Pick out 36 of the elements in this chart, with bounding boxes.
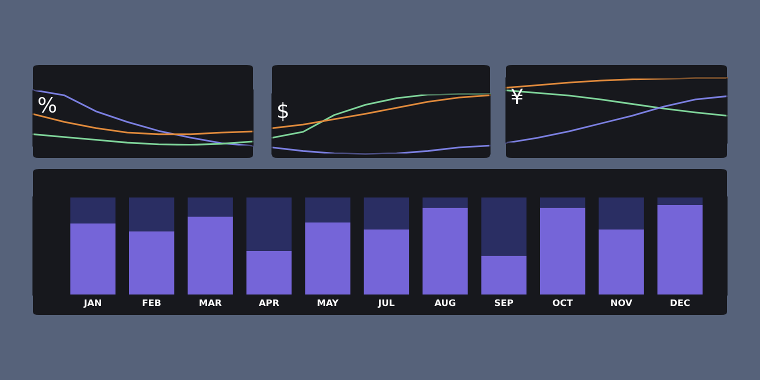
bar [657,204,703,295]
x-tick-label: DEC [670,299,690,306]
bar [70,223,116,295]
bar [305,197,350,222]
x-tick-label: MAY [318,299,339,306]
bar [246,250,292,295]
x-tick-label: NOV [611,299,632,306]
x-tick-label: SEP [494,299,514,306]
bar [364,197,410,230]
bar [188,216,233,295]
bar [481,197,526,256]
bar [364,229,410,295]
bar [598,197,644,230]
bar [598,229,644,295]
bar [540,197,586,208]
bar [128,197,174,232]
bar [540,208,586,295]
x-tick-label: JAN [83,299,102,308]
x-tick-label: MAR [200,299,222,306]
x-tick-label: FEB [142,299,161,306]
bar [481,256,526,295]
x-tick-label: JUL [378,299,394,308]
bar [305,222,350,295]
chart-title: $ [278,102,288,122]
x-tick-label: APR [258,299,280,306]
bar [422,197,468,208]
bar [246,197,292,251]
bar [422,208,468,295]
bar [128,231,174,295]
x-tick-label: AUG [434,299,456,306]
chart-title: % [38,96,56,113]
chart-title: ¥ [511,88,523,104]
bar [657,197,703,205]
x-tick-label: OCT [552,299,573,306]
bar [70,197,116,224]
bar [188,197,233,217]
